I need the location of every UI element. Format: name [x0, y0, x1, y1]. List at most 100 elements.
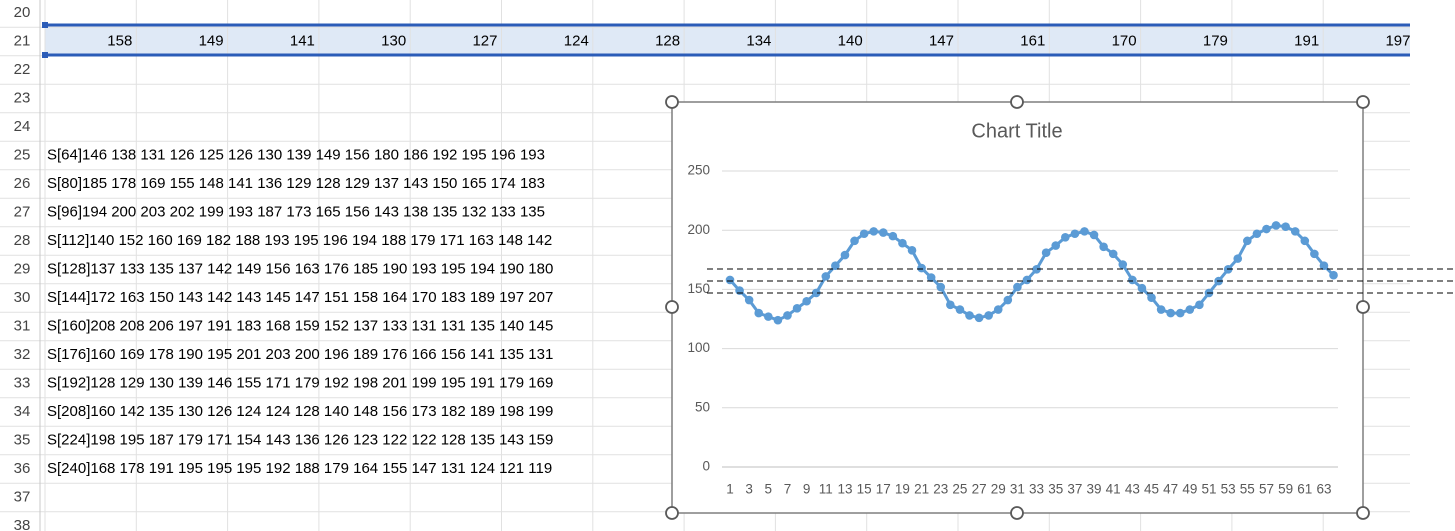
chart-title: Chart Title: [971, 120, 1062, 142]
data-point: [917, 263, 926, 273]
x-tick-label: 7: [784, 482, 792, 497]
data-point: [984, 311, 993, 320]
x-tick-label: 5: [765, 482, 773, 497]
x-tick-label: 15: [857, 482, 872, 497]
row-header: 38: [14, 517, 31, 531]
chart-area[interactable]: [671, 101, 1364, 514]
data-point: [1166, 308, 1175, 318]
x-tick-label: 21: [914, 482, 929, 497]
row-header: 26: [14, 175, 31, 192]
row-header: 31: [14, 317, 31, 334]
resize-handle[interactable]: [1010, 506, 1024, 520]
resize-handle[interactable]: [1356, 95, 1370, 109]
data-point: [1252, 229, 1262, 239]
row-header: 28: [14, 232, 31, 249]
row-header: 32: [14, 346, 31, 363]
resize-handle[interactable]: [1356, 506, 1370, 520]
x-tick-label: 51: [1201, 482, 1216, 497]
data-point: [1022, 275, 1032, 285]
data-point: [1290, 227, 1300, 236]
data-point: [744, 295, 754, 305]
selection-handle[interactable]: [42, 22, 48, 28]
row-header: 27: [14, 203, 31, 220]
y-tick-label: 0: [702, 459, 710, 474]
x-tick-label: 43: [1125, 482, 1140, 497]
data-point: [1061, 233, 1070, 242]
row-header: 36: [14, 460, 31, 477]
cell-text: S[80]185 178 169 155 148 141 136 129 128…: [47, 175, 545, 192]
row-header: 29: [14, 260, 31, 277]
x-tick-label: 13: [837, 482, 852, 497]
x-tick-label: 23: [933, 482, 948, 497]
data-point: [840, 250, 850, 260]
resize-handle[interactable]: [665, 300, 679, 314]
selection-handle[interactable]: [42, 52, 48, 58]
data-point: [859, 229, 869, 239]
cell: 158: [107, 32, 132, 49]
x-tick-label: 29: [991, 482, 1006, 497]
cell: 197: [1385, 32, 1410, 49]
data-point: [735, 286, 744, 295]
data-point: [1013, 282, 1022, 292]
data-point: [1195, 300, 1204, 310]
x-tick-label: 63: [1316, 482, 1331, 497]
row-21: 158 149 141 130 127 124 128 134 140 147 161 170 179 1…: [107, 32, 1410, 49]
data-point: [1041, 248, 1051, 257]
x-tick-label: 31: [1010, 482, 1025, 497]
x-tick-label: 45: [1144, 482, 1159, 497]
x-tick-label: 59: [1278, 482, 1293, 497]
data-line: [728, 223, 1335, 322]
data-point: [1262, 224, 1271, 234]
data-point: [1070, 229, 1080, 239]
resize-handle[interactable]: [665, 506, 679, 520]
cell: 179: [1203, 32, 1228, 49]
data-point: [1099, 242, 1108, 252]
data-point: [1243, 236, 1252, 246]
x-tick-label: 47: [1163, 482, 1178, 497]
x-tick-label: 61: [1297, 482, 1312, 497]
row-header: 35: [14, 431, 31, 448]
resize-handle[interactable]: [1356, 300, 1370, 314]
cell: 147: [929, 32, 954, 49]
data-point: [754, 308, 764, 318]
data-point: [965, 311, 974, 320]
cell-text: S[160]208 208 206 197 191 183 168 159 15…: [47, 317, 553, 334]
data-point: [773, 315, 783, 325]
data-point: [802, 296, 811, 306]
data-point: [898, 238, 907, 248]
x-tick-label: 27: [972, 482, 987, 497]
x-tick-label: 1: [726, 482, 734, 497]
data-point: [1147, 293, 1156, 302]
x-tick-label: 33: [1029, 482, 1044, 497]
data-point: [1185, 305, 1195, 314]
cell-text: S[144]172 163 150 143 142 143 145 147 15…: [47, 289, 553, 306]
cell: 128: [655, 32, 680, 49]
cell-text: S[176]160 169 178 190 195 201 203 200 19…: [47, 346, 553, 363]
selected-row-fill: [45, 26, 1410, 54]
data-point: [1281, 222, 1290, 231]
data-point: [1089, 230, 1099, 240]
data-point: [946, 300, 955, 310]
y-tick-label: 200: [687, 222, 710, 237]
data-point: [1156, 305, 1166, 314]
cell: 161: [1020, 32, 1045, 49]
worksheet-text: 2021222324252627282930313233343536373815…: [14, 4, 1410, 531]
data-point: [955, 305, 965, 314]
row-header: 24: [14, 118, 31, 135]
cell: 191: [1294, 32, 1319, 49]
cell: 141: [290, 32, 315, 49]
data-point: [974, 313, 984, 323]
row-header: 37: [14, 488, 31, 505]
cell-text: S[64]146 138 131 126 125 126 130 139 149…: [47, 146, 545, 163]
resize-handle[interactable]: [665, 95, 679, 109]
data-point: [1300, 236, 1310, 246]
resize-handle[interactable]: [1010, 95, 1024, 109]
cell-text: S[128]137 133 135 137 142 149 156 163 17…: [47, 260, 553, 277]
y-tick-label: 50: [695, 399, 710, 414]
data-point: [1233, 254, 1243, 263]
cell: 170: [1112, 32, 1137, 49]
x-tick-label: 19: [895, 482, 910, 497]
data-point: [907, 246, 917, 255]
data-point: [926, 273, 936, 282]
